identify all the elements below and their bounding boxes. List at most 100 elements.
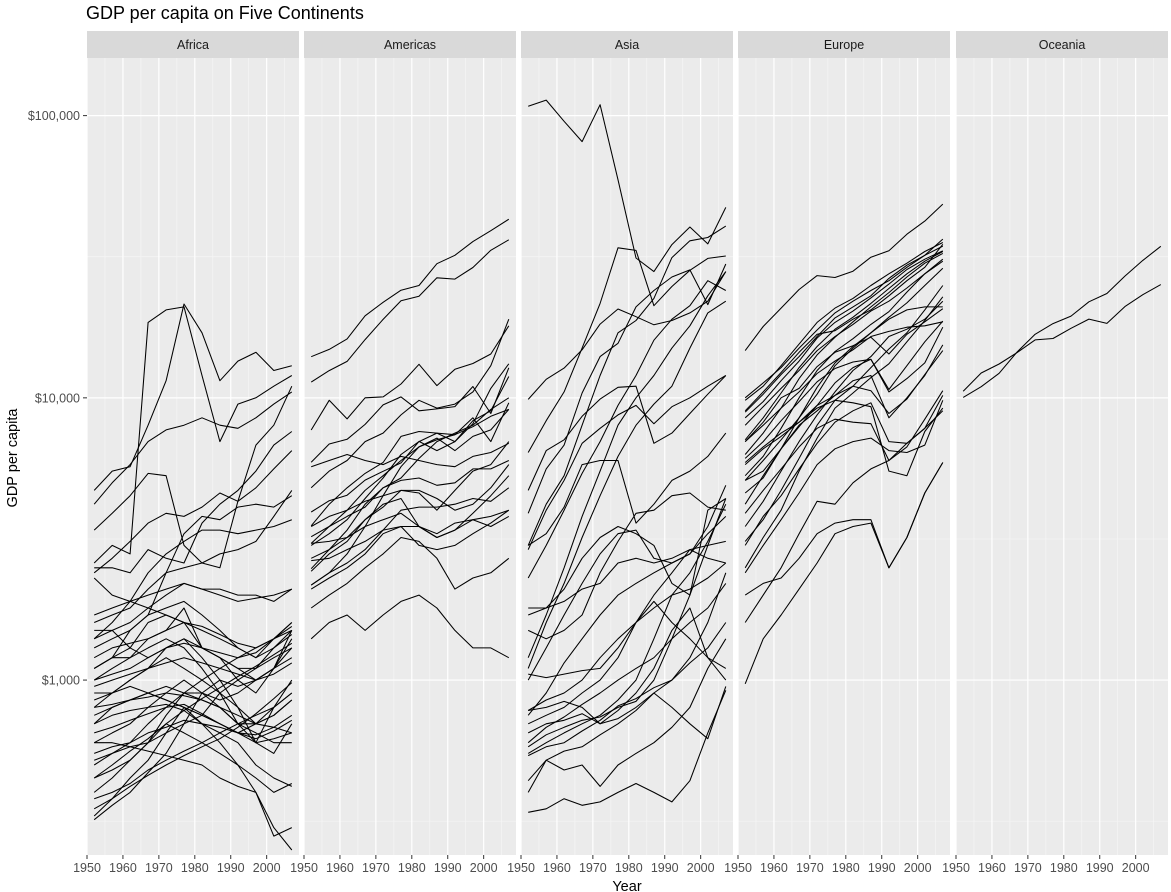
series-line-asia-16 bbox=[527, 503, 727, 754]
series-line-americas-11 bbox=[310, 441, 510, 572]
series-line-asia-6 bbox=[527, 271, 727, 658]
series-line-africa-30 bbox=[94, 703, 293, 740]
series-line-europe-27 bbox=[744, 260, 944, 426]
series-line-asia-1 bbox=[527, 271, 727, 400]
series-line-asia-10 bbox=[527, 432, 727, 546]
series-line-africa-32 bbox=[93, 621, 293, 659]
y-tick-label: $100,000 bbox=[28, 109, 80, 123]
x-tick-label: 1950 bbox=[73, 861, 101, 875]
x-tick-label: 1950 bbox=[507, 861, 535, 875]
series-line-asia-18 bbox=[527, 583, 727, 744]
facet-panel-oceania: Oceania bbox=[955, 31, 1168, 855]
series-line-americas-13 bbox=[310, 475, 510, 559]
chart-title: GDP per capita on Five Continents bbox=[86, 3, 364, 23]
series-line-oceania-1 bbox=[962, 284, 1162, 392]
facet-strip bbox=[956, 31, 1168, 58]
series-line-asia-27 bbox=[527, 498, 727, 748]
series-group bbox=[310, 218, 510, 659]
facet-strip bbox=[521, 31, 733, 58]
series-line-americas-17 bbox=[310, 536, 510, 609]
x-tick-label: 1980 bbox=[832, 861, 860, 875]
series-line-africa-21 bbox=[93, 723, 293, 793]
series-line-americas-10 bbox=[310, 402, 510, 527]
series-line-africa-28 bbox=[93, 703, 293, 837]
facet-strip bbox=[87, 31, 299, 58]
series-line-europe-25 bbox=[744, 321, 943, 442]
x-tick-label: 2000 bbox=[687, 861, 715, 875]
series-line-americas-7 bbox=[310, 408, 509, 544]
series-line-africa-7 bbox=[93, 495, 293, 669]
series-line-europe-14 bbox=[744, 344, 944, 463]
x-tick-label: 1970 bbox=[145, 861, 173, 875]
series-line-asia-21 bbox=[528, 549, 726, 679]
x-tick-label: 1980 bbox=[1050, 861, 1078, 875]
series-line-asia-2 bbox=[527, 247, 726, 453]
x-tick-label: 1950 bbox=[724, 861, 752, 875]
series-line-asia-7 bbox=[527, 300, 727, 669]
x-tick-label: 1990 bbox=[651, 861, 679, 875]
x-tick-label: 1960 bbox=[978, 861, 1006, 875]
series-line-asia-25 bbox=[527, 638, 727, 787]
series-line-africa-1 bbox=[93, 306, 293, 564]
series-line-americas-9 bbox=[310, 409, 510, 586]
series-line-asia-13 bbox=[527, 492, 726, 640]
series-line-europe-5 bbox=[744, 251, 944, 441]
facet-label: Americas bbox=[384, 38, 436, 52]
x-tick-label: 1960 bbox=[326, 861, 354, 875]
x-tick-label: 2000 bbox=[904, 861, 932, 875]
series-line-americas-14 bbox=[310, 487, 510, 586]
series-line-americas-5 bbox=[310, 363, 510, 513]
series-line-europe-23 bbox=[744, 306, 943, 481]
series-line-africa-8 bbox=[93, 490, 293, 623]
series-line-africa-39 bbox=[94, 582, 292, 616]
x-tick-label: 1960 bbox=[760, 861, 788, 875]
series-line-americas-21 bbox=[310, 464, 510, 527]
series-line-africa-2 bbox=[93, 391, 293, 505]
x-tick-label: 1990 bbox=[217, 861, 245, 875]
x-tick-label: 1990 bbox=[434, 861, 462, 875]
series-line-europe-15 bbox=[744, 320, 944, 494]
facet-panel-americas: Americas bbox=[303, 31, 516, 855]
series-line-asia-5 bbox=[527, 280, 727, 579]
x-tick-label: 1980 bbox=[615, 861, 643, 875]
series-line-africa-11 bbox=[93, 614, 293, 669]
series-line-asia-12 bbox=[528, 498, 727, 609]
series-line-europe-24 bbox=[744, 300, 944, 527]
series-line-americas-18 bbox=[310, 594, 510, 659]
series-line-americas-15 bbox=[310, 515, 510, 590]
series-line-europe-3 bbox=[744, 245, 944, 413]
series-line-africa-5 bbox=[93, 519, 292, 640]
facet-label: Oceania bbox=[1039, 38, 1086, 52]
facet-panel-africa: Africa bbox=[86, 31, 299, 855]
series-line-americas-6 bbox=[310, 376, 510, 546]
series-line-asia-0 bbox=[528, 99, 727, 273]
series-group bbox=[93, 303, 293, 851]
x-tick-label: 1970 bbox=[579, 861, 607, 875]
facet-label: Africa bbox=[177, 38, 209, 52]
series-line-europe-11 bbox=[744, 308, 944, 442]
series-line-asia-9 bbox=[527, 375, 727, 550]
series-line-africa-10 bbox=[93, 577, 293, 659]
series-line-europe-12 bbox=[744, 350, 944, 481]
series-line-africa-14 bbox=[93, 638, 293, 754]
y-tick-label: $10,000 bbox=[35, 391, 80, 405]
series-line-europe-19 bbox=[744, 390, 944, 514]
series-line-europe-0 bbox=[744, 203, 944, 351]
series-line-asia-8 bbox=[527, 375, 727, 491]
x-tick-label: 1970 bbox=[362, 861, 390, 875]
series-line-asia-15 bbox=[527, 485, 727, 716]
x-tick-label: 1990 bbox=[1086, 861, 1114, 875]
x-tick-label: 1980 bbox=[181, 861, 209, 875]
x-tick-label: 1950 bbox=[942, 861, 970, 875]
series-line-americas-1 bbox=[310, 239, 510, 383]
series-line-americas-0 bbox=[311, 218, 510, 358]
series-line-europe-13 bbox=[744, 326, 944, 459]
series-line-americas-20 bbox=[311, 442, 510, 468]
series-line-oceania-0 bbox=[962, 245, 1162, 398]
x-tick-label: 1990 bbox=[868, 861, 896, 875]
series-line-europe-26 bbox=[744, 243, 944, 412]
series-line-europe-18 bbox=[744, 399, 944, 477]
series-line-americas-12 bbox=[310, 460, 510, 538]
facet-strip bbox=[304, 31, 516, 58]
